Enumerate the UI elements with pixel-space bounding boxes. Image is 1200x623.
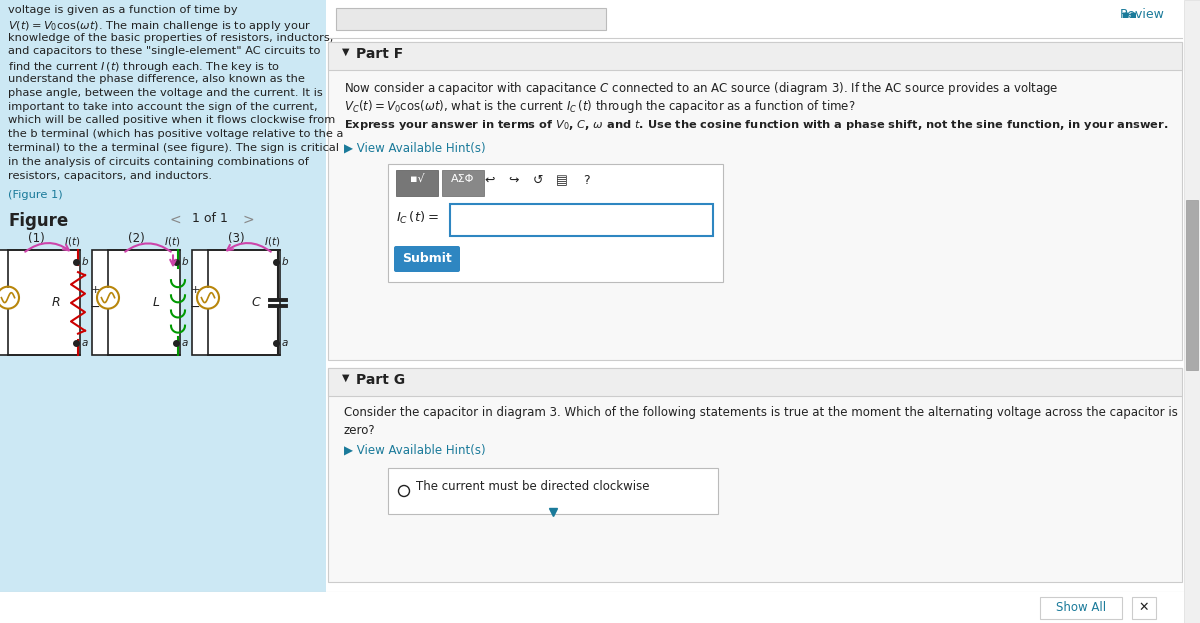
Text: (1): (1) (28, 232, 44, 245)
Text: <: < (169, 212, 181, 226)
Text: Review: Review (1120, 8, 1165, 21)
Text: $I(t)$: $I(t)$ (163, 235, 180, 249)
Text: $V(t) = V_0 \cos(\omega t)$. The main challenge is to apply your: $V(t) = V_0 \cos(\omega t)$. The main ch… (8, 19, 311, 33)
Text: ↩: ↩ (485, 174, 496, 187)
Text: +: + (90, 285, 100, 295)
Text: voltage is given as a function of time by: voltage is given as a function of time b… (8, 5, 238, 15)
Text: understand the phase difference, also known as the: understand the phase difference, also kn… (8, 74, 305, 84)
Text: important to take into account the sign of the current,: important to take into account the sign … (8, 102, 318, 112)
Text: Now consider a capacitor with capacitance $C$ connected to an AC source (diagram: Now consider a capacitor with capacitanc… (344, 80, 1058, 97)
FancyBboxPatch shape (0, 592, 1200, 623)
FancyBboxPatch shape (336, 8, 606, 30)
Text: Express your answer in terms of $V_0$, $C$, $\omega$ and $t$. Use the cosine fun: Express your answer in terms of $V_0$, $… (344, 118, 1169, 132)
FancyBboxPatch shape (328, 368, 1182, 396)
Text: 1 of 1: 1 of 1 (192, 212, 228, 226)
Text: ✕: ✕ (1139, 601, 1150, 614)
Text: Submit: Submit (402, 252, 452, 265)
Text: and capacitors to these "single-element" AC circuits to: and capacitors to these "single-element"… (8, 46, 320, 57)
Text: ↪: ↪ (509, 174, 520, 187)
Text: (3): (3) (228, 232, 245, 245)
FancyBboxPatch shape (450, 204, 713, 236)
Text: AΣΦ: AΣΦ (451, 174, 475, 184)
FancyBboxPatch shape (0, 0, 326, 623)
Text: terminal) to the a terminal (see figure). The sign is critical: terminal) to the a terminal (see figure)… (8, 143, 340, 153)
FancyBboxPatch shape (388, 164, 722, 282)
FancyBboxPatch shape (396, 248, 458, 270)
Text: (Figure 1): (Figure 1) (8, 191, 62, 201)
Text: a: a (82, 338, 89, 348)
FancyBboxPatch shape (1184, 0, 1200, 623)
Text: The current must be directed clockwise: The current must be directed clockwise (416, 480, 649, 493)
Text: ▪▪: ▪▪ (1122, 10, 1138, 20)
FancyBboxPatch shape (328, 368, 1182, 582)
Text: L: L (152, 297, 160, 310)
Text: in the analysis of circuits containing combinations of: in the analysis of circuits containing c… (8, 157, 308, 167)
Text: a: a (282, 338, 288, 348)
FancyBboxPatch shape (394, 246, 460, 272)
FancyBboxPatch shape (192, 250, 280, 355)
Text: ↺: ↺ (533, 174, 544, 187)
Text: Part F: Part F (356, 47, 403, 61)
Text: C: C (252, 297, 260, 310)
Text: −: − (190, 301, 200, 314)
Text: ▪√: ▪√ (409, 174, 425, 184)
Text: knowledge of the basic properties of resistors, inductors,: knowledge of the basic properties of res… (8, 32, 334, 42)
FancyBboxPatch shape (1040, 597, 1122, 619)
Text: phase angle, between the voltage and the current. It is: phase angle, between the voltage and the… (8, 88, 323, 98)
FancyBboxPatch shape (0, 250, 80, 355)
Text: ▶ View Available Hint(s): ▶ View Available Hint(s) (344, 142, 486, 155)
Text: a: a (182, 338, 188, 348)
Text: Show All: Show All (1056, 601, 1106, 614)
FancyBboxPatch shape (328, 0, 1184, 623)
Text: $I(t)$: $I(t)$ (64, 235, 80, 249)
Text: find the current $I\,(t)$ through each. The key is to: find the current $I\,(t)$ through each. … (8, 60, 280, 74)
FancyBboxPatch shape (1132, 597, 1156, 619)
Text: ▼: ▼ (342, 47, 349, 57)
Text: ▶ View Available Hint(s): ▶ View Available Hint(s) (344, 444, 486, 457)
Text: b: b (182, 257, 188, 267)
Text: (2): (2) (127, 232, 144, 245)
Text: Figure: Figure (8, 212, 68, 231)
Text: −: − (90, 301, 101, 314)
Text: b: b (282, 257, 289, 267)
Text: which will be called positive when it flows clockwise from: which will be called positive when it fl… (8, 115, 335, 125)
Text: +: + (191, 285, 199, 295)
Text: ▤: ▤ (556, 174, 568, 187)
Text: zero?: zero? (344, 424, 376, 437)
FancyBboxPatch shape (328, 42, 1182, 70)
Text: ?: ? (583, 174, 589, 187)
Text: $I_C\,(t) =$: $I_C\,(t) =$ (396, 210, 439, 226)
FancyBboxPatch shape (1186, 200, 1198, 370)
Text: the b terminal (which has positive voltage relative to the a: the b terminal (which has positive volta… (8, 129, 343, 139)
Text: >: > (242, 212, 254, 226)
FancyBboxPatch shape (328, 42, 1182, 360)
Text: R: R (52, 297, 60, 310)
FancyBboxPatch shape (442, 170, 484, 196)
FancyBboxPatch shape (396, 170, 438, 196)
Text: b: b (82, 257, 89, 267)
Text: $V_C(t) = V_0 \cos(\omega t)$, what is the current $I_C\,(t)$ through the capaci: $V_C(t) = V_0 \cos(\omega t)$, what is t… (344, 98, 856, 115)
Text: ▼: ▼ (342, 373, 349, 383)
FancyBboxPatch shape (92, 250, 180, 355)
Text: $I(t)$: $I(t)$ (264, 235, 280, 249)
Text: Consider the capacitor in diagram 3. Which of the following statements is true a: Consider the capacitor in diagram 3. Whi… (344, 406, 1178, 419)
Text: Part G: Part G (356, 373, 406, 387)
FancyBboxPatch shape (388, 468, 718, 514)
Text: resistors, capacitors, and inductors.: resistors, capacitors, and inductors. (8, 171, 212, 181)
